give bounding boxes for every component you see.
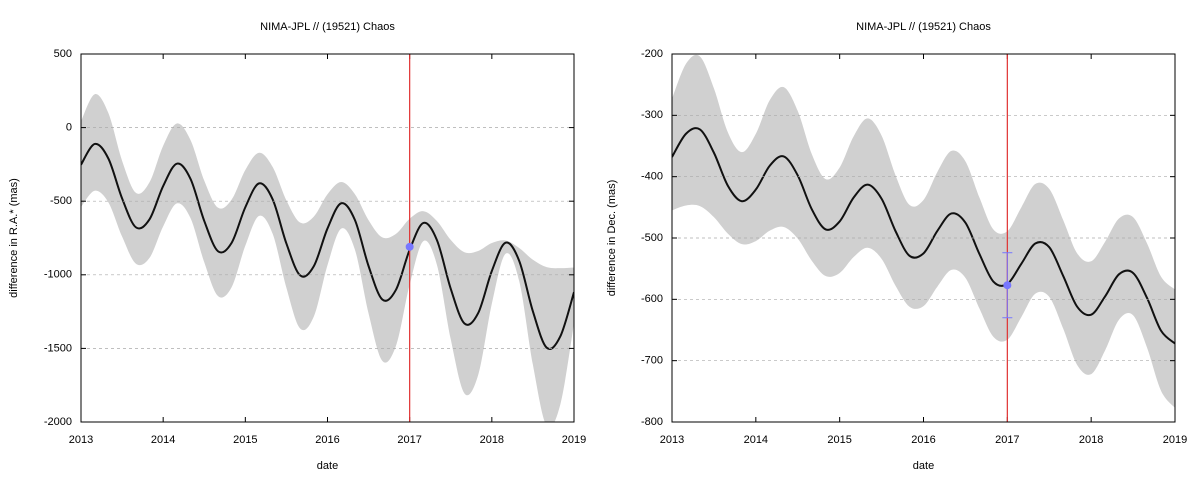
y-tick-label: -700 [641,355,663,367]
x-tick-label: 2018 [480,434,504,446]
x-tick-label: 2013 [69,434,93,446]
x-axis-label: date [317,460,338,472]
plot-area [672,54,1175,408]
y-tick-label: -200 [641,48,663,60]
y-tick-label: -800 [641,416,663,428]
y-tick-label: 0 [66,122,72,134]
x-tick-label: 2014 [744,434,768,446]
y-tick-label: -1000 [44,269,72,281]
x-tick-label: 2016 [315,434,339,446]
plot-frame [671,53,1176,423]
uncertainty-band [672,54,1175,408]
x-axis-label: date [913,460,934,472]
x-tick-label: 2018 [1079,434,1103,446]
observation-point [405,242,414,251]
model-line [672,127,1175,345]
plot-frame [80,53,575,423]
x-tick-label: 2019 [562,434,586,446]
y-axis-label: difference in Dec. (mas) [606,180,618,297]
chart: NIMA-JPL // (19521) Chaos date difference … [8,21,586,472]
x-tick-label: 2015 [827,434,851,446]
plot-area [81,94,574,422]
y-tick-label: -500 [641,232,663,244]
chart-title: NIMA-JPL // (19521) Chaos [260,21,395,33]
x-tick-label: 2016 [911,434,935,446]
y-axis-label: difference in R.A.* (mas) [8,178,20,298]
y-tick-label: -500 [50,195,72,207]
x-tick-label: 2017 [995,434,1019,446]
x-tick-label: 2014 [151,434,175,446]
y-tick-label: -400 [641,171,663,183]
x-tick-label: 2017 [397,434,421,446]
y-tick-label: -600 [641,293,663,305]
uncertainty-band [81,94,574,422]
y-tick-label: -300 [641,109,663,121]
chart-title: NIMA-JPL // (19521) Chaos [856,21,991,33]
y-tick-label: -1500 [44,342,72,354]
y-tick-label: 500 [54,48,72,60]
model-line [81,142,574,350]
x-tick-label: 2019 [1163,434,1187,446]
y-tick-label: -2000 [44,416,72,428]
observation-point [1003,281,1012,290]
x-tick-label: 2013 [660,434,684,446]
chart: NIMA-JPL // (19521) Chaos date difference … [606,21,1187,472]
x-tick-label: 2015 [233,434,257,446]
